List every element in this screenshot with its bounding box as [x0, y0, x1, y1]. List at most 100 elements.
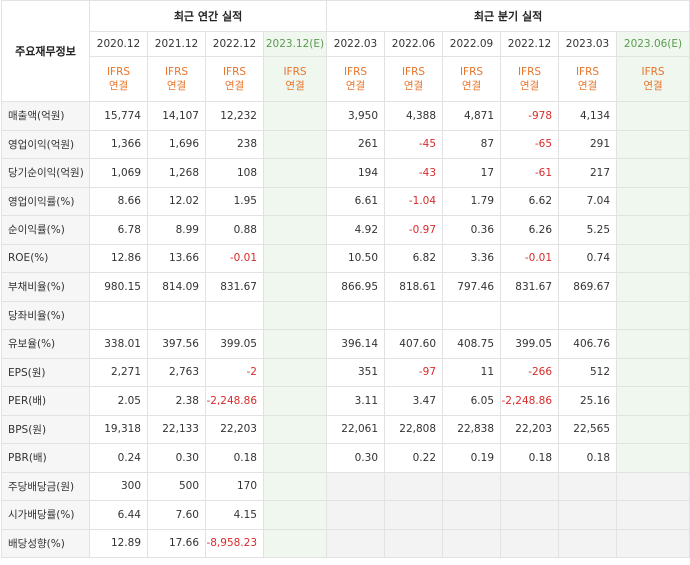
annual-value-cell	[262, 158, 328, 188]
period-header: 2021.12	[147, 31, 206, 57]
quarter-value-cell: 869.67	[558, 272, 618, 302]
annual-value-cell: 1.95	[205, 186, 264, 216]
table-row: EPS(원) 2,271 2,763 -2 351 -97 11 -266 512	[1, 357, 690, 387]
quarter-value-cell: 7.04	[558, 186, 618, 216]
row-label: 당좌비율(%)	[1, 300, 90, 330]
quarter-value-cell: 407.60	[384, 329, 444, 359]
quarter-value-cell: 3.36	[442, 243, 502, 273]
annual-value-cell: 12.86	[89, 243, 148, 273]
table-row: PBR(배) 0.24 0.30 0.18 0.30 0.22 0.19 0.18 0.18	[1, 443, 690, 473]
quarter-value-cell: -0.01	[500, 243, 560, 273]
basis-header: IFRS 연결	[500, 56, 560, 102]
quarter-group-header: 최근 분기 실적	[326, 0, 690, 32]
quarter-value-cell: 0.22	[384, 443, 444, 473]
period-header: 2023.03	[558, 31, 618, 57]
annual-value-cell: 831.67	[205, 272, 264, 302]
basis-header: IFRS 연결	[89, 56, 148, 102]
quarter-value-cell	[558, 300, 618, 330]
row-label: PBR(배)	[1, 443, 90, 473]
quarter-value-cell: 291	[558, 129, 618, 159]
annual-value-cell: 22,133	[147, 414, 206, 444]
quarter-value-cell: 87	[442, 129, 502, 159]
empty-cell	[442, 500, 502, 530]
annual-value-cell	[262, 471, 328, 501]
annual-value-cell	[262, 215, 328, 245]
basis-scope: 연결	[285, 80, 305, 92]
annual-value-cell: 0.88	[205, 215, 264, 245]
quarter-value-cell: 6.26	[500, 215, 560, 245]
basis-header: IFRS 연결	[558, 56, 618, 102]
table-row: 당좌비율(%)	[1, 300, 690, 330]
basis-scope: 연결	[461, 80, 482, 92]
annual-value-cell: 7.60	[147, 500, 206, 530]
quarter-value-cell: 399.05	[500, 329, 560, 359]
annual-value-cell: 108	[205, 158, 264, 188]
row-label: 유보율(%)	[1, 329, 90, 359]
quarter-value-cell	[616, 443, 690, 473]
empty-cell	[500, 500, 560, 530]
quarter-value-cell: 408.75	[442, 329, 502, 359]
quarter-value-cell	[616, 186, 690, 216]
annual-value-cell: 2.05	[89, 386, 148, 416]
quarter-value-cell	[616, 215, 690, 245]
annual-value-cell: 2,271	[89, 357, 148, 387]
basis-standard: IFRS	[164, 66, 189, 78]
annual-value-cell	[205, 300, 264, 330]
basis-header: IFRS 연결	[147, 56, 206, 102]
quarter-value-cell: -97	[384, 357, 444, 387]
annual-value-cell: 814.09	[147, 272, 206, 302]
basis-standard: IFRS	[459, 66, 484, 78]
annual-value-cell: 4.15	[205, 500, 264, 530]
annual-value-cell: 12.02	[147, 186, 206, 216]
quarter-value-cell: 261	[326, 129, 386, 159]
quarter-value-cell: 818.61	[384, 272, 444, 302]
annual-value-cell: 1,696	[147, 129, 206, 159]
quarter-value-cell	[616, 129, 690, 159]
quarter-value-cell	[616, 357, 690, 387]
quarter-value-cell: 194	[326, 158, 386, 188]
empty-cell	[384, 528, 444, 558]
annual-value-cell: 238	[205, 129, 264, 159]
table-row: PER(배) 2.05 2.38 -2,248.86 3.11 3.47 6.05 -2,24…	[1, 386, 690, 416]
row-label: ROE(%)	[1, 243, 90, 273]
empty-cell	[326, 471, 386, 501]
period-header: 2022.06	[384, 31, 444, 57]
quarter-value-cell: -61	[500, 158, 560, 188]
quarter-value-cell	[500, 300, 560, 330]
empty-cell	[500, 471, 560, 501]
quarter-value-cell: 0.19	[442, 443, 502, 473]
quarter-value-cell: 3,950	[326, 101, 386, 131]
annual-value-cell: 0.24	[89, 443, 148, 473]
quarter-value-cell: -266	[500, 357, 560, 387]
empty-cell	[384, 500, 444, 530]
basis-header-row: IFRS 연결 IFRS 연결 IFRS 연결 IFRS 연결 IFRS 연결 IFRS 연결 IFRS…	[2, 56, 690, 102]
quarter-value-cell: -45	[384, 129, 444, 159]
annual-value-cell	[262, 386, 328, 416]
quarter-value-cell	[384, 300, 444, 330]
empty-cell	[616, 471, 690, 501]
empty-cell	[616, 500, 690, 530]
empty-cell	[442, 471, 502, 501]
row-label: BPS(원)	[1, 414, 90, 444]
quarter-value-cell: 6.05	[442, 386, 502, 416]
table-row: 배당성향(%) 12.89 17.66 -8,958.23	[1, 528, 690, 558]
row-label: PER(배)	[1, 386, 90, 416]
quarter-value-cell: 797.46	[442, 272, 502, 302]
basis-standard: IFRS	[343, 66, 368, 78]
annual-group-header: 최근 연간 실적	[88, 0, 328, 32]
basis-standard: IFRS	[575, 66, 600, 78]
annual-value-cell: 6.44	[89, 500, 148, 530]
row-label: 순이익률(%)	[1, 215, 90, 245]
quarter-value-cell: 11	[442, 357, 502, 387]
annual-value-cell	[262, 329, 328, 359]
quarter-value-cell: 217	[558, 158, 618, 188]
quarter-value-cell: 406.76	[558, 329, 618, 359]
annual-value-cell: 14,107	[147, 101, 206, 131]
annual-value-cell: 2,763	[147, 357, 206, 387]
table-body: 매출액(억원) 15,774 14,107 12,232 3,950 4,388 4,871…	[1, 101, 690, 558]
annual-value-cell: -8,958.23	[205, 528, 264, 558]
annual-value-cell: 397.56	[147, 329, 206, 359]
annual-value-cell	[262, 101, 328, 131]
quarter-value-cell: 22,061	[326, 414, 386, 444]
table-row: 시가배당률(%) 6.44 7.60 4.15	[1, 500, 690, 530]
